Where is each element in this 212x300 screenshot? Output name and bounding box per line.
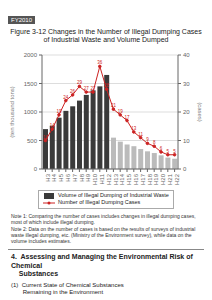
svg-text:40: 40 (183, 52, 190, 58)
svg-text:0: 0 (34, 166, 38, 172)
svg-text:500: 500 (27, 137, 38, 143)
svg-text:1000: 1000 (24, 109, 38, 115)
svg-text:8: 8 (153, 140, 156, 145)
svg-text:5: 5 (167, 149, 170, 154)
svg-text:2000: 2000 (24, 52, 38, 58)
svg-text:27: 27 (90, 86, 96, 91)
svg-text:30: 30 (183, 80, 190, 86)
svg-text:21: 21 (111, 103, 117, 108)
svg-text:(cases): (cases) (197, 102, 203, 122)
svg-text:(ten thousand tons): (ten thousand tons) (9, 86, 15, 138)
svg-text:19: 19 (56, 109, 62, 114)
svg-text:H7: H7 (72, 173, 78, 181)
svg-text:11: 11 (138, 131, 143, 136)
html-text:(1) Current State of Chemical: (1) Current State of Chemical Substances… (11, 281, 124, 296)
svg-text:5: 5 (173, 149, 176, 154)
svg-text:H3: H3 (45, 173, 51, 181)
svg-text:H16: H16 (133, 173, 139, 185)
svg-text:H13: H13 (113, 173, 119, 185)
svg-text:H20: H20 (160, 173, 166, 185)
svg-text:28: 28 (104, 83, 110, 88)
svg-text:10: 10 (183, 137, 190, 143)
svg-text:H4: H4 (51, 173, 57, 181)
svg-text:14: 14 (50, 123, 56, 128)
svg-text:29: 29 (77, 80, 83, 85)
svg-text:36: 36 (97, 60, 103, 65)
svg-text:H21: H21 (167, 173, 173, 185)
svg-text:H15: H15 (126, 173, 132, 185)
svg-text:9: 9 (146, 137, 149, 142)
svg-text:H12: H12 (106, 173, 112, 185)
html-text:Volume of Illegal Dumping of I: Volume of Illegal Dumping of Industrial … (58, 191, 169, 198)
svg-text:H6: H6 (65, 173, 71, 181)
svg-text:H8: H8 (79, 173, 85, 181)
svg-text:H17: H17 (140, 173, 146, 185)
svg-text:24: 24 (63, 94, 69, 99)
svg-text:1500: 1500 (24, 80, 38, 86)
svg-text:H5: H5 (58, 173, 64, 181)
svg-text:H14: H14 (119, 173, 125, 185)
svg-text:H22: H22 (174, 173, 180, 185)
html-text:Number of Illegal Dumping Case: Number of Illegal Dumping Cases (58, 199, 141, 206)
svg-text:13: 13 (131, 126, 137, 131)
svg-text:26: 26 (70, 89, 76, 94)
svg-text:H11: H11 (99, 173, 105, 184)
html-text:FY2010: FY2010 (11, 17, 32, 23)
svg-text:H9: H9 (85, 173, 91, 181)
svg-text:27: 27 (84, 86, 90, 91)
html-text:Figure 3-12 Changes in the Num: Figure 3-12 Changes in the Number of Ill… (10, 28, 202, 44)
svg-text:H19: H19 (153, 173, 159, 185)
svg-text:20: 20 (183, 109, 190, 115)
svg-text:10: 10 (43, 134, 49, 139)
svg-text:17: 17 (124, 114, 130, 119)
svg-text:0: 0 (183, 166, 187, 172)
svg-text:H18: H18 (147, 173, 153, 185)
svg-text:H10: H10 (92, 173, 98, 185)
html-text:Note 1: Comparing the number o: Note 1: Comparing the number of cases in… (11, 213, 197, 245)
svg-text:6: 6 (160, 146, 163, 151)
svg-text:19: 19 (118, 109, 124, 114)
html-text:4. Assessing and Managing the: 4. Assessing and Managing the Environmen… (11, 253, 195, 278)
